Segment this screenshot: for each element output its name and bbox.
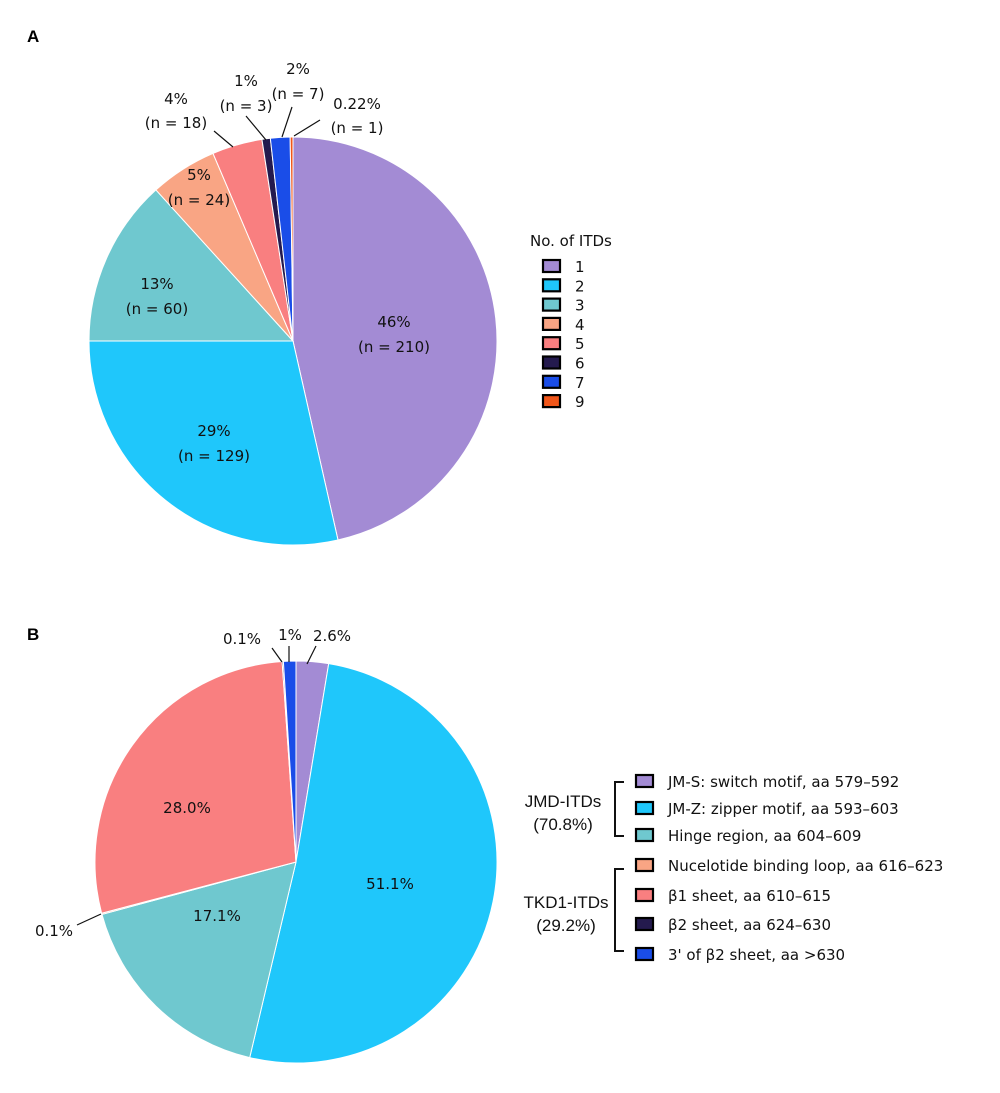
slice-label-a-3-n: (n = 60): [126, 300, 188, 318]
group-total-tkd1: (29.2%): [536, 916, 596, 935]
slice-label-a-4-pct: 5%: [187, 166, 211, 184]
legend-a-swatch-5: [541, 336, 562, 351]
legend-a-swatch-7: [541, 374, 562, 389]
group-total-jmd: (70.8%): [533, 815, 593, 834]
legend-a-swatch-1: [541, 258, 562, 274]
legend-b-label-0: JM-S: switch motif, aa 579–592: [667, 773, 899, 791]
pie-b-slice--1-sheet: [94, 660, 297, 914]
slice-label-a-7-n: (n = 7): [272, 85, 325, 103]
leader-line-a-6: [245, 115, 267, 141]
legend-b-swatch-3: [634, 857, 655, 873]
legend-a-swatch-3: [541, 297, 562, 312]
legend-b-label-3: Nucelotide binding loop, aa 616–623: [668, 857, 943, 875]
legend-b-swatch-2: [634, 827, 655, 843]
legend-b-label-6: 3' of β2 sheet, aa >630: [668, 946, 845, 964]
slice-label-b-hinge: 17.1%: [193, 907, 241, 925]
slice-label-a-1-pct: 46%: [377, 313, 410, 331]
legend-a-label-1: 1: [575, 258, 585, 276]
slice-label-a-2-n: (n = 129): [178, 447, 250, 465]
pie-a-slice-1: [292, 136, 498, 541]
pie-b-slice-jm-z: [249, 663, 498, 1064]
legend-a-swatch-9: [541, 394, 562, 409]
pie-b-labels: 51.1% 17.1% 28.0% 0.1% 1% 2.6% 0.1%: [35, 626, 414, 940]
legend-a-swatch-2: [541, 278, 562, 293]
slice-label-a-9-n: (n = 1): [331, 119, 384, 137]
slice-label-a-1-n: (n = 210): [358, 338, 430, 356]
legend-a-swatch-6: [541, 355, 562, 370]
slice-label-a-5-pct: 4%: [164, 90, 188, 108]
legend-a-label-4: 4: [575, 316, 585, 334]
pie-a-slice-3: [88, 189, 295, 342]
leader-line-a-9: [293, 119, 321, 137]
legend-b: JMD-ITDs (70.8%) TKD1-ITDs (29.2%) JM-S:…: [524, 773, 944, 964]
slice-label-a-6-pct: 1%: [234, 72, 258, 90]
legend-a-title: No. of ITDs: [530, 232, 612, 250]
panel-label-a: A: [27, 27, 39, 46]
slice-label-b-3prime: 1%: [278, 626, 302, 644]
group-label-tkd1: TKD1-ITDs: [524, 893, 609, 912]
legend-a-label-7: 7: [575, 374, 585, 392]
leader-line-b-b2: [271, 647, 283, 663]
slice-label-a-3-pct: 13%: [140, 275, 173, 293]
panel-label-b: B: [27, 625, 39, 644]
leader-line-a-5: [213, 130, 234, 148]
pie-a-slice-2: [88, 340, 339, 546]
slice-label-b-jms: 2.6%: [313, 627, 351, 645]
pie-a-labels: 46% (n = 210) 29% (n = 129) 13% (n = 60)…: [126, 60, 430, 465]
slice-label-a-2-pct: 29%: [197, 422, 230, 440]
legend-a-label-2: 2: [575, 277, 585, 295]
legend-a-label-6: 6: [575, 355, 585, 373]
legend-b-swatch-0: [634, 773, 655, 789]
slice-label-a-6-n: (n = 3): [220, 97, 273, 115]
pie-chart-a: [88, 136, 498, 546]
legend-a-label-9: 9: [575, 393, 585, 411]
slice-label-b-loop: 0.1%: [35, 922, 73, 940]
leader-line-a-7: [281, 106, 293, 138]
legend-b-swatch-5: [634, 916, 655, 932]
slice-label-a-9-pct: 0.22%: [333, 95, 381, 113]
slice-label-a-5-n: (n = 18): [145, 114, 207, 132]
pie-a-slice-9: [289, 136, 294, 342]
slice-label-a-4-n: (n = 24): [168, 191, 230, 209]
legend-b-swatch-6: [634, 946, 655, 962]
slice-label-b-b2: 0.1%: [223, 630, 261, 648]
group-label-jmd: JMD-ITDs: [525, 792, 601, 811]
pie-b-slice-3-of-2-sheet: [282, 660, 297, 863]
legend-a-label-3: 3: [575, 297, 585, 315]
legend-b-label-1: JM-Z: zipper motif, aa 593–603: [667, 800, 899, 818]
legend-b-swatch-4: [634, 887, 655, 903]
pie-b-slice-hinge: [101, 861, 297, 1059]
pie-chart-b: [94, 660, 498, 1064]
leader-line-b-jms: [306, 645, 317, 665]
bracket-jmd: [614, 781, 624, 837]
legend-a-label-5: 5: [575, 335, 585, 353]
slice-label-a-7-pct: 2%: [286, 60, 310, 78]
slice-label-b-b1: 28.0%: [163, 799, 211, 817]
leader-line-b-loop: [76, 913, 102, 926]
legend-b-label-4: β1 sheet, aa 610–615: [668, 887, 831, 905]
legend-b-label-2: Hinge region, aa 604–609: [668, 827, 861, 845]
legend-a-swatch-4: [541, 316, 562, 331]
slice-label-b-jmz: 51.1%: [366, 875, 414, 893]
legend-a: No. of ITDs 12 345 679: [530, 232, 612, 411]
legend-b-label-5: β2 sheet, aa 624–630: [668, 916, 831, 934]
legend-b-swatch-1: [634, 800, 655, 816]
bracket-tkd1: [614, 868, 624, 952]
